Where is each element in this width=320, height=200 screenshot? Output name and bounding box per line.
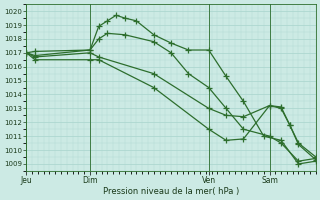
X-axis label: Pression niveau de la mer( hPa ): Pression niveau de la mer( hPa ) bbox=[103, 187, 239, 196]
